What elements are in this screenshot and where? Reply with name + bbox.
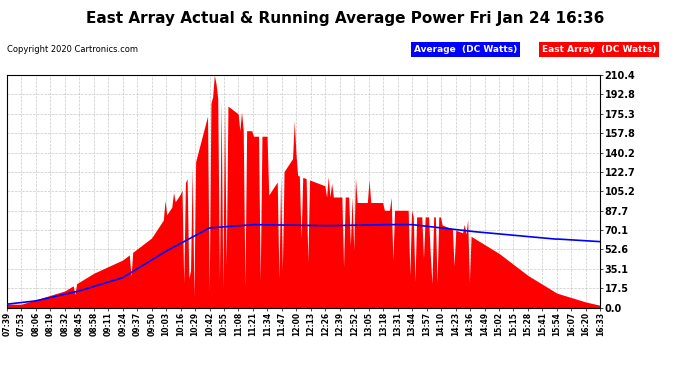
Text: Copyright 2020 Cartronics.com: Copyright 2020 Cartronics.com: [7, 45, 138, 54]
Text: East Array Actual & Running Average Power Fri Jan 24 16:36: East Array Actual & Running Average Powe…: [86, 11, 604, 26]
Text: Average  (DC Watts): Average (DC Watts): [414, 45, 518, 54]
Text: East Array  (DC Watts): East Array (DC Watts): [542, 45, 656, 54]
